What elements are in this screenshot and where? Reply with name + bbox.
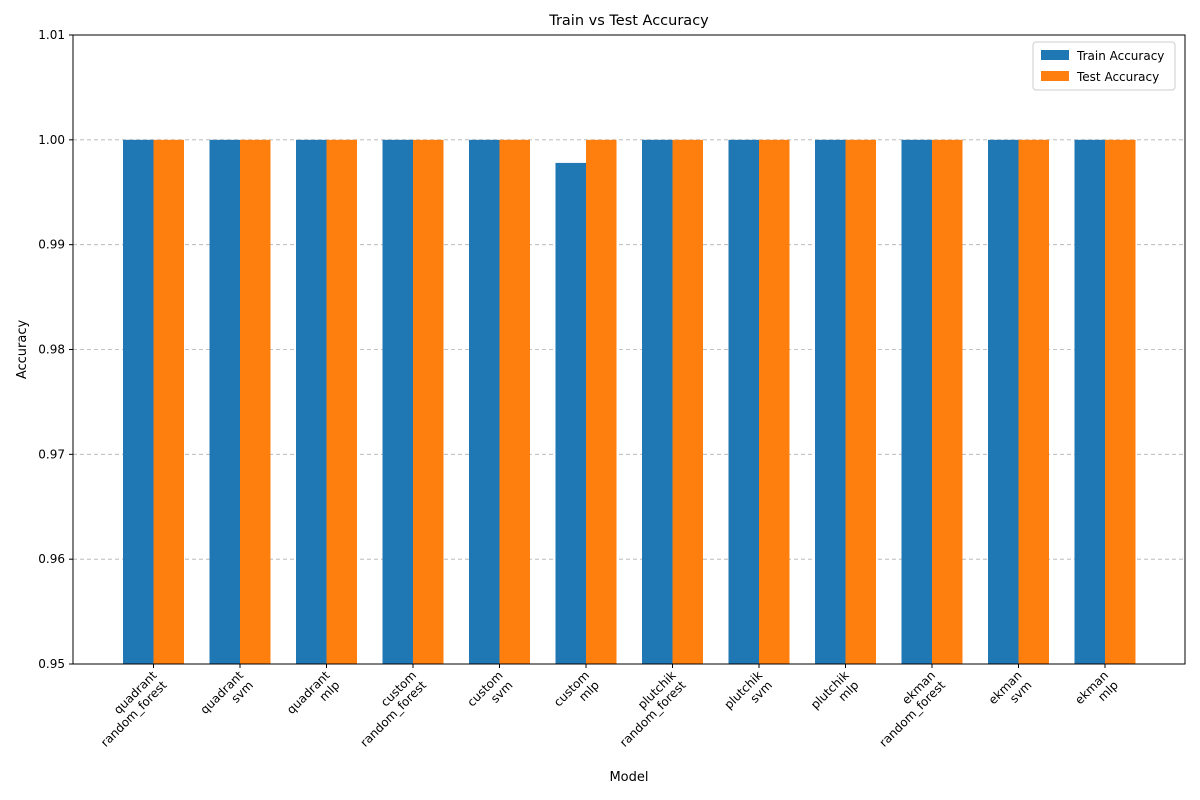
chart-title: Train vs Test Accuracy bbox=[548, 13, 709, 29]
bar-test-accuracy bbox=[499, 139, 530, 665]
legend-label-test: Test Accuracy bbox=[1076, 70, 1159, 84]
x-axis-title: Model bbox=[609, 770, 648, 785]
bar-train-accuracy bbox=[815, 139, 846, 665]
bar-test-accuracy bbox=[326, 139, 357, 665]
bar-train-accuracy bbox=[296, 139, 327, 665]
bar-test-accuracy bbox=[1018, 139, 1049, 665]
y-tick-label: 0.95 bbox=[38, 657, 65, 671]
y-axis-title: Accuracy bbox=[15, 320, 30, 380]
bar-train-accuracy bbox=[382, 139, 413, 665]
bar-test-accuracy bbox=[1105, 139, 1136, 665]
bar-test-accuracy bbox=[153, 139, 184, 665]
bar-train-accuracy bbox=[209, 139, 240, 665]
bar-train-accuracy bbox=[728, 139, 759, 665]
y-axis-ticks: 0.95 0.96 0.97 0.98 0.99 1.00 1.01 bbox=[38, 28, 73, 671]
y-tick-label: 1.00 bbox=[38, 133, 65, 147]
y-tick-label: 0.97 bbox=[38, 447, 65, 461]
bar-train-accuracy bbox=[469, 139, 500, 665]
y-tick-label: 1.01 bbox=[38, 28, 65, 42]
bar-test-accuracy bbox=[845, 139, 876, 665]
bar-test-accuracy bbox=[932, 139, 963, 665]
bar-train-accuracy bbox=[642, 139, 673, 665]
y-tick-label: 0.99 bbox=[38, 238, 65, 252]
bar-test-accuracy bbox=[240, 139, 271, 665]
bar-test-accuracy bbox=[586, 139, 617, 665]
y-tick-label: 0.96 bbox=[38, 552, 65, 566]
bar-train-accuracy bbox=[901, 139, 932, 665]
legend-label-train: Train Accuracy bbox=[1076, 49, 1164, 63]
bar-train-accuracy bbox=[1074, 139, 1105, 665]
bar-test-accuracy bbox=[413, 139, 444, 665]
bars bbox=[123, 139, 1136, 665]
bar-train-accuracy bbox=[123, 139, 154, 665]
bar-test-accuracy bbox=[672, 139, 703, 665]
legend-swatch-train bbox=[1041, 50, 1069, 60]
y-tick-label: 0.98 bbox=[38, 343, 65, 357]
legend-swatch-test bbox=[1041, 71, 1069, 81]
bar-train-accuracy bbox=[555, 162, 586, 664]
bar-test-accuracy bbox=[759, 139, 790, 665]
bar-train-accuracy bbox=[988, 139, 1019, 665]
legend: Train Accuracy Test Accuracy bbox=[1032, 41, 1176, 91]
